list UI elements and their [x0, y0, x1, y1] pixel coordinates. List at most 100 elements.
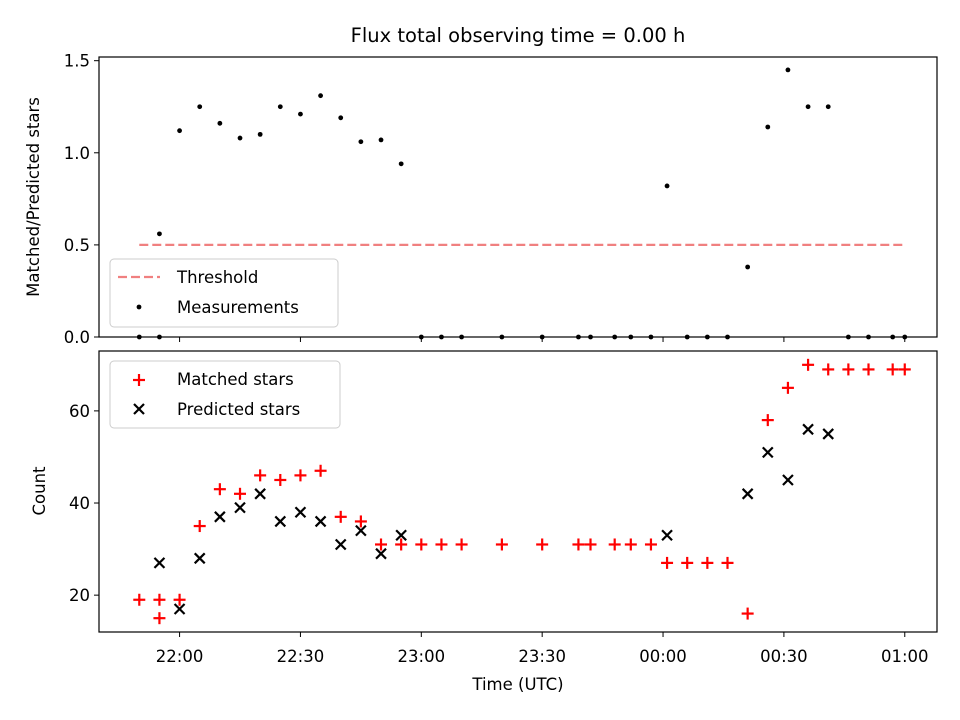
matched-star-point — [415, 538, 428, 551]
matched-star-point — [536, 538, 549, 551]
matched-star-point — [572, 538, 585, 551]
matched-star-point — [334, 510, 347, 523]
matched-star-point — [495, 538, 508, 551]
ratio-marks — [136, 67, 908, 340]
measurement-point — [745, 264, 751, 270]
measurement-point — [237, 135, 243, 141]
measurements-legend-label: Measurements — [177, 298, 299, 317]
counts-legend: Matched stars Predicted stars — [109, 360, 341, 429]
counts-y-axis-label: Count — [30, 466, 49, 516]
matched-star-point — [193, 520, 206, 533]
ratio-y-tick-label: 0.5 — [64, 236, 90, 255]
predicted-star-point — [661, 529, 673, 542]
predicted-star-point — [355, 524, 367, 537]
matched-star-point — [608, 538, 621, 551]
predicted-star-point — [294, 506, 307, 519]
measurement-point — [785, 67, 791, 73]
predicted-star-point — [822, 428, 834, 440]
matched-star-point — [741, 607, 754, 620]
measurement-point — [499, 334, 505, 340]
predicted-star-point — [173, 603, 186, 615]
predicted-star-point — [762, 446, 774, 459]
measurement-point — [318, 93, 323, 99]
counts-y-tick-label: 40 — [69, 494, 90, 513]
matched-star-point — [862, 363, 875, 376]
measurement-point — [612, 334, 618, 340]
matched-star-point — [274, 473, 287, 486]
counts-y-tick-label: 20 — [69, 586, 90, 605]
predicted-star-point — [214, 511, 226, 523]
counts-y-axis: 20 40 60 — [69, 402, 99, 605]
matched-stars-legend-label: Matched stars — [177, 370, 294, 389]
counts-x-tick-label: 00:30 — [760, 647, 808, 666]
counts-plot-frame — [98, 350, 938, 633]
matched-star-point — [781, 381, 794, 394]
measurement-point — [890, 334, 896, 340]
measurement-point — [902, 334, 908, 340]
matched-star-point — [254, 469, 267, 482]
measurement-point — [845, 334, 851, 340]
measurement-point — [338, 115, 344, 121]
matched-star-point — [173, 593, 186, 606]
counts-legend-box — [109, 360, 341, 429]
measurement-point — [157, 231, 162, 237]
measurement-point — [197, 104, 203, 110]
measurement-point — [358, 139, 364, 145]
measurement-point — [277, 104, 283, 110]
counts-x-tick-label: 22:30 — [277, 647, 325, 666]
counts-x-tick-label: 22:00 — [156, 647, 204, 666]
measurement-point — [805, 104, 811, 110]
matched-star-point — [314, 464, 327, 477]
ratio-legend-box — [109, 258, 339, 328]
measurement-point — [459, 334, 464, 340]
matched-stars-legend-marker — [133, 374, 145, 386]
measurement-point — [684, 334, 690, 340]
predicted-star-point — [334, 538, 347, 551]
measurement-point — [725, 334, 730, 340]
ratio-panel: 0.0 0.5 1.0 1.5 Matched/Predicted stars Thr… — [24, 52, 938, 347]
predicted-star-point — [254, 488, 266, 500]
counts-x-tick-label: 00:00 — [639, 647, 687, 666]
measurements-legend-marker — [136, 304, 142, 310]
measurement-point — [217, 120, 223, 126]
counts-x-axis-label: Time (UTC) — [471, 675, 563, 694]
matched-star-point — [153, 612, 166, 625]
measurement-point — [539, 334, 545, 340]
matched-star-point — [395, 538, 408, 551]
ratio-y-tick-label: 0.0 — [64, 328, 90, 347]
predicted-stars-legend-marker — [133, 403, 145, 415]
predicted-star-point — [193, 552, 206, 565]
matched-star-point — [898, 363, 911, 376]
predicted-star-point — [802, 423, 814, 436]
matched-star-point — [802, 358, 815, 371]
matched-star-point — [455, 538, 468, 551]
predicted-star-point — [395, 529, 407, 542]
measurement-point — [576, 334, 581, 340]
matched-star-point — [886, 363, 899, 376]
counts-x-tick-label: 23:00 — [398, 647, 446, 666]
counts-panel: 20 40 60 22:00 22:30 23:00 23:30 00:00 00:30 01:… — [30, 350, 938, 694]
predicted-star-point — [782, 474, 794, 486]
measurement-point — [257, 131, 263, 137]
matched-star-point — [681, 556, 694, 569]
predicted-star-point — [274, 515, 287, 528]
matched-star-point — [435, 538, 448, 551]
measurement-point — [588, 334, 593, 340]
matched-star-point — [234, 487, 247, 500]
measurement-point — [765, 124, 771, 130]
measurement-point — [157, 334, 162, 340]
matched-star-point — [375, 538, 388, 551]
measurement-point — [648, 334, 654, 340]
counts-x-axis: 22:00 22:30 23:00 23:30 00:00 00:30 01:00 — [156, 632, 929, 666]
ratio-legend: Threshold Measurements — [109, 258, 339, 328]
matched-star-point — [761, 414, 774, 427]
matched-star-point — [294, 469, 307, 482]
matched-star-point — [153, 593, 166, 606]
measurement-point — [136, 334, 142, 340]
matched-star-point — [701, 556, 714, 569]
chart-title: Flux total observing time = 0.00 h — [351, 24, 686, 47]
measurement-point — [378, 137, 384, 143]
measurement-point — [825, 104, 831, 110]
